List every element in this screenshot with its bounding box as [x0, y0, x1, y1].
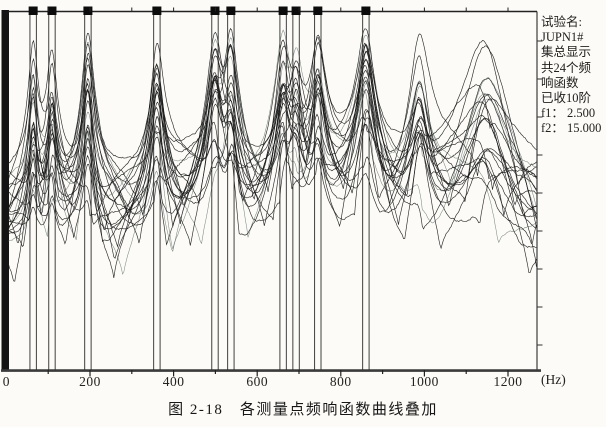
frf-curve: [8, 28, 537, 246]
frf-curve: [8, 50, 537, 228]
figure-caption: 图 2-18 各测量点频响函数曲线叠加: [168, 402, 438, 418]
x-tick-label: 1200: [493, 374, 523, 389]
frf-curve: [8, 34, 537, 273]
info-panel: 试验名: JUPN1# 集总显示 共24个频 响函数 已收10阶 f1： 2.5…: [541, 15, 606, 137]
mode-marker-handle[interactable]: [47, 6, 57, 16]
modes-collected: 已收10阶: [541, 91, 592, 106]
mode-marker-handle[interactable]: [291, 6, 301, 16]
test-name-value: JUPN1#: [541, 30, 584, 45]
mode-marker-handle[interactable]: [361, 6, 371, 16]
frf-curve: [8, 43, 537, 243]
mode-marker-handle[interactable]: [83, 6, 93, 16]
frf-curve: [8, 37, 537, 250]
frf-curve: [8, 58, 537, 230]
frf-curve: [8, 60, 537, 245]
frf-count-line-2: 响函数: [541, 75, 579, 90]
mode-marker-handle[interactable]: [226, 6, 236, 16]
mode-marker-handle[interactable]: [152, 6, 162, 16]
frf-curve: [8, 60, 537, 248]
mode-marker-handle[interactable]: [278, 6, 288, 16]
x-tick-label: 800: [329, 374, 352, 389]
frf-curve: [8, 72, 537, 231]
f1-value: f1： 2.500: [541, 106, 596, 121]
x-tick-label: 400: [162, 374, 185, 389]
x-tick-label: 200: [79, 374, 101, 389]
mode-marker-handle[interactable]: [313, 6, 323, 16]
frf-count-line-1: 共24个频: [541, 60, 592, 75]
frf-curve: [8, 42, 537, 279]
frf-curve: [8, 31, 537, 267]
f2-value: f2： 15.000: [541, 121, 602, 136]
frf-curve: [8, 47, 537, 275]
mode-marker-handle[interactable]: [28, 6, 38, 16]
frf-curve: [8, 29, 537, 245]
display-mode-label: 集总显示: [541, 45, 592, 60]
frf-curve: [8, 65, 537, 230]
x-tick-label: 1000: [409, 374, 439, 389]
frf-curve: [8, 48, 537, 282]
test-name-label: 试验名:: [541, 15, 582, 29]
x-axis-unit-label: (Hz): [541, 372, 566, 387]
x-tick-label: 600: [246, 374, 269, 389]
frf-curve: [8, 40, 537, 247]
x-tick-label: 0: [2, 374, 11, 389]
y-axis-bar: [1, 10, 9, 372]
